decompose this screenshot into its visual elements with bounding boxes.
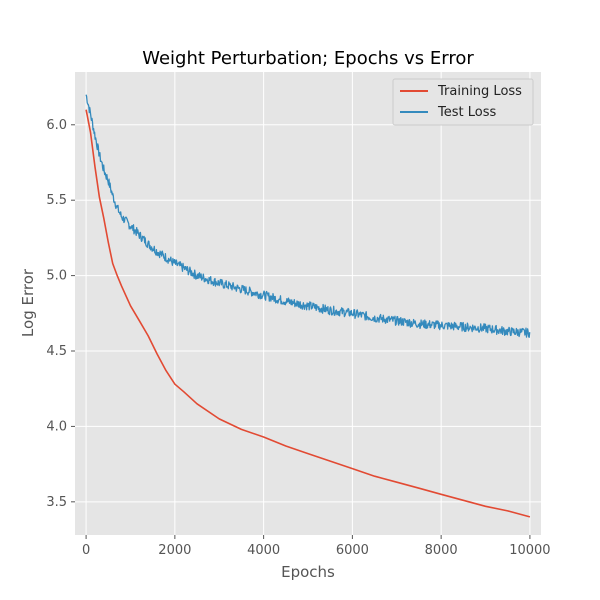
series-line-test-loss bbox=[85, 94, 531, 338]
x-tick-label: 4000 bbox=[247, 543, 280, 558]
series-lines bbox=[85, 94, 531, 518]
legend-label-training-loss: Training Loss bbox=[437, 84, 522, 99]
ticks: 0 2000 4000 6000 8000 10000 3.5 4.0 4.5 5.0 5.5 6.0 bbox=[46, 118, 550, 558]
legend: Training Loss Test Loss bbox=[392, 78, 534, 126]
grid bbox=[75, 72, 541, 535]
y-tick-label: 5.5 bbox=[46, 193, 67, 208]
y-tick-label: 5.0 bbox=[46, 269, 67, 284]
series-line-training-loss bbox=[85, 109, 531, 518]
chart-title: Weight Perturbation; Epochs vs Error bbox=[142, 48, 474, 69]
y-tick-label: 4.5 bbox=[46, 344, 67, 359]
legend-label-test-loss: Test Loss bbox=[437, 105, 496, 120]
x-tick-label: 2000 bbox=[158, 543, 191, 558]
y-tick-label: 6.0 bbox=[46, 118, 67, 133]
y-tick-label: 4.0 bbox=[46, 419, 67, 434]
y-axis-label: Log Error bbox=[19, 268, 37, 337]
x-axis-label: Epochs bbox=[281, 563, 335, 581]
x-tick-label: 10000 bbox=[509, 543, 550, 558]
x-tick-label: 8000 bbox=[425, 543, 458, 558]
x-tick-label: 6000 bbox=[336, 543, 369, 558]
y-tick-label: 3.5 bbox=[46, 495, 67, 510]
x-tick-label: 0 bbox=[82, 543, 90, 558]
